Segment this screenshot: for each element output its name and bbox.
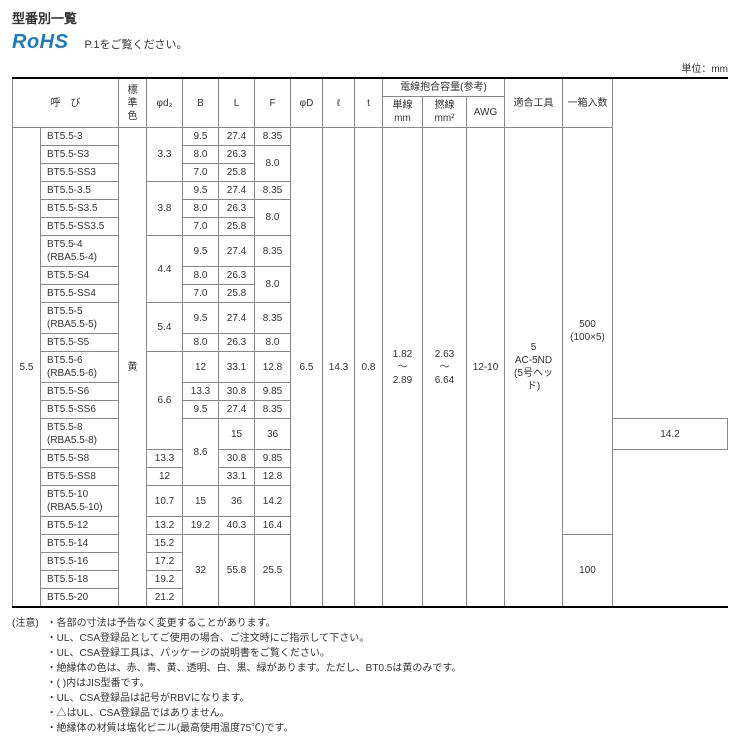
rohs-logo: RoHS — [12, 31, 68, 54]
rohs-note: P.1をご覧ください。 — [84, 36, 187, 52]
notes-block: (注意) ・各部の寸法は予告なく変更することがあります。・UL、CSA登録品とし… — [12, 616, 728, 736]
note-line: ・( )内はJIS型番です。 — [47, 676, 462, 691]
note-line: ・絶縁体の材質は塩化ビニル(最高使用温度75℃)です。 — [47, 721, 462, 736]
note-line: ・各部の寸法は予告なく変更することがあります。 — [47, 616, 462, 631]
unit-label: 単位：mm — [12, 60, 728, 75]
note-line: ・絶縁体の色は、赤、青、黄、透明、白、黒、緑があります。ただし、BT0.5は黄の… — [47, 661, 462, 676]
spec-table: 呼 び標準色φd₂BLFφDℓt電線抱合容量(参考)適合工具一箱入数単線mm撚線… — [12, 77, 728, 608]
note-line: ・△はUL、CSA登録品ではありません。 — [47, 706, 462, 721]
notes-label: (注意) — [12, 616, 39, 736]
note-line: ・UL、CSA登録品としてご使用の場合、ご注文時にご指示して下さい。 — [47, 631, 462, 646]
notes-list: ・各部の寸法は予告なく変更することがあります。・UL、CSA登録品としてご使用の… — [47, 616, 462, 736]
table-header: 呼 び標準色φd₂BLFφDℓt電線抱合容量(参考)適合工具一箱入数単線mm撚線… — [13, 78, 728, 128]
table-body: 5.5BT5.5-3黄3.39.527.48.356.514.30.81.82〜… — [13, 128, 728, 608]
page-title: 型番別一覧 — [12, 8, 728, 27]
note-line: ・UL、CSA登録工具は、パッケージの説明書をご覧ください。 — [47, 646, 462, 661]
note-line: ・UL、CSA登録品は記号がRBVになります。 — [47, 691, 462, 706]
